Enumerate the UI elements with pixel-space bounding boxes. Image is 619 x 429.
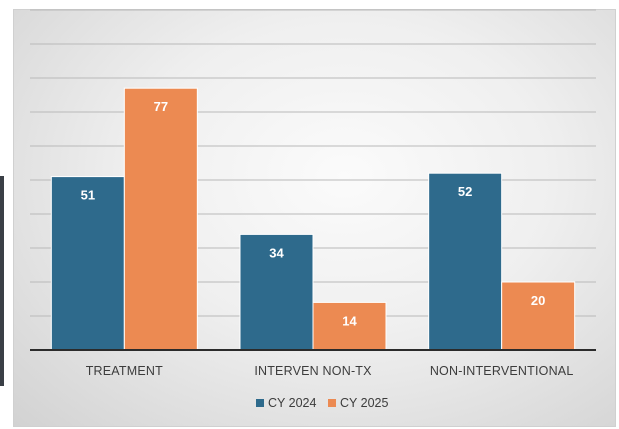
legend-swatch [256, 399, 264, 407]
legend-swatch [328, 399, 336, 407]
data-label: 52 [458, 184, 472, 199]
bar-cy-2025 [123, 87, 198, 351]
bar-cy-2024 [428, 172, 503, 351]
legend-label: CY 2025 [340, 396, 388, 410]
data-label: 77 [154, 99, 168, 114]
legend-label: CY 2024 [268, 396, 316, 410]
category-labels: TREATMENT INTERVEN NON-TX NON-INTERVENTION… [86, 364, 574, 378]
data-label: 34 [269, 245, 284, 260]
bar-cy-2024 [239, 233, 314, 351]
data-label: 51 [81, 188, 95, 203]
category-label: TREATMENT [86, 364, 163, 378]
bars [50, 87, 576, 351]
bar-cy-2025 [312, 301, 387, 351]
bar-cy-2025 [501, 281, 576, 351]
data-labels: 51 77 34 14 52 20 [81, 99, 546, 328]
bar-cy-2024 [50, 176, 125, 351]
category-label: INTERVEN NON-TX [254, 364, 372, 378]
category-label: NON-INTERVENTIONAL [430, 364, 574, 378]
legend: CY 2024 CY 2025 [256, 396, 388, 410]
left-edge-strip [0, 176, 4, 386]
data-label: 20 [531, 293, 545, 308]
data-label: 14 [342, 313, 357, 328]
